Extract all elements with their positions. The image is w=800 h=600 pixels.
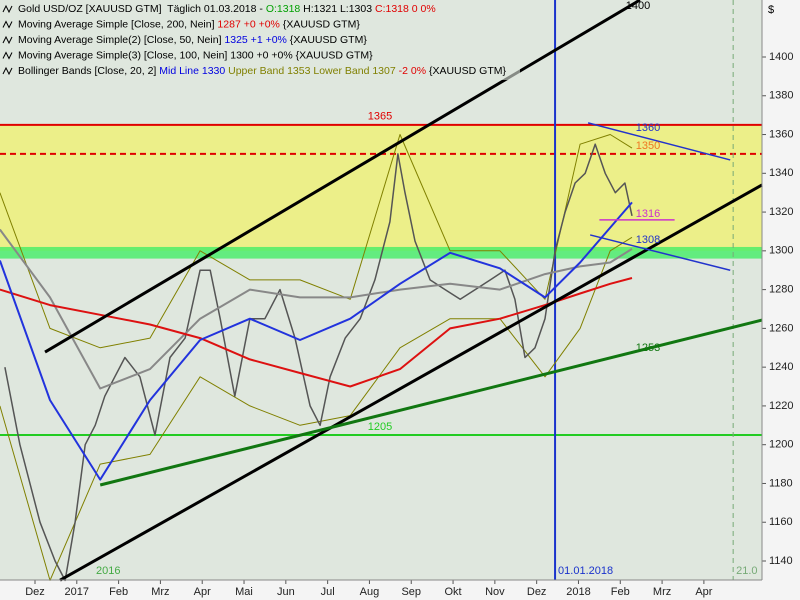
series-line <box>0 201 633 481</box>
legend-line: Gold USD/OZ [XAUUSD GTM] Täglich 01.03.2… <box>18 3 436 15</box>
legend-icon <box>2 35 13 45</box>
x-tick-label: Mai <box>235 586 253 598</box>
trendline-label: 1316 <box>636 208 660 220</box>
y-tick-label: 1140 <box>769 555 793 567</box>
legend-text: {XAUUSD GTM} <box>426 65 506 77</box>
trendline <box>587 122 731 161</box>
level-label: 1365 <box>368 111 392 123</box>
y-axis-label: $ <box>768 4 774 16</box>
zone <box>0 124 762 251</box>
legend-text: O:1318 <box>266 3 301 15</box>
x-tick-label: 2018 <box>566 586 590 598</box>
date-marker-label: 21.0 <box>736 565 757 577</box>
legend-text: C:1318 0 0% <box>375 3 436 15</box>
legend-text: Moving Average Simple [Close, 200, Nein] <box>18 18 217 30</box>
legend-line: Moving Average Simple(2) [Close, 50, Nei… <box>18 34 367 46</box>
trendline <box>59 183 763 582</box>
y-tick-label: 1300 <box>769 245 793 257</box>
legend: Gold USD/OZ [XAUUSD GTM] Täglich 01.03.2… <box>0 0 520 80</box>
series-line <box>0 228 633 390</box>
trendline <box>99 318 763 487</box>
y-tick-label: 1240 <box>769 361 793 373</box>
x-tick-label: Okt <box>444 586 461 598</box>
legend-text: Gold USD/OZ [XAUUSD GTM] Täglich 01.03.2… <box>18 3 266 15</box>
x-tick-label: Dez <box>527 586 547 598</box>
y-tick-label: 1260 <box>769 322 793 334</box>
legend-background <box>0 0 520 80</box>
zones <box>0 124 762 259</box>
y-tick-label: 1220 <box>769 400 793 412</box>
x-tick-label: Nov <box>485 586 505 598</box>
labels: 1140 1160 1180 1200 1220 1240 1260 1280 1300 1320… <box>25 0 793 598</box>
y-tick-label: 1180 <box>769 477 793 489</box>
y-tick-label: 1400 <box>769 51 793 63</box>
y-tick-label: 1280 <box>769 284 793 296</box>
legend-line: Moving Average Simple [Close, 200, Nein]… <box>18 18 360 30</box>
lines <box>0 0 763 582</box>
x-tick-label: Mrz <box>653 586 671 598</box>
level-label: 1205 <box>368 421 392 433</box>
x-tick-label: Mrz <box>151 586 169 598</box>
legend-icon <box>2 51 13 60</box>
x-tick-label: Apr <box>194 586 211 598</box>
legend-line: Moving Average Simple(3) [Close, 100, Ne… <box>18 49 373 61</box>
trendline-label: 1400 <box>626 0 650 12</box>
x-tick-label: Sep <box>401 586 421 598</box>
legend-line: Bollinger Bands [Close, 20, 2] Mid Line … <box>18 65 506 77</box>
y-tick-label: 1360 <box>769 128 793 140</box>
y-axis-area <box>762 0 800 600</box>
legend-text: Moving Average Simple(3) [Close, 100, Ne… <box>18 49 373 61</box>
legend-text: -2 0% <box>396 65 426 77</box>
y-tick-label: 1340 <box>769 167 793 179</box>
legend-text: {XAUUSD GTM} <box>287 34 367 46</box>
legend-text: Mid Line 1330 <box>159 65 225 77</box>
legend-text: Moving Average Simple(2) [Close, 50, Nei… <box>18 34 224 46</box>
series-line <box>0 134 633 349</box>
series-line <box>0 277 633 388</box>
x-tick-label: Feb <box>611 586 630 598</box>
trendline-label: 1308 <box>636 234 660 246</box>
x-tick-label: Dez <box>25 586 45 598</box>
year-note: 2016 <box>96 565 120 577</box>
trendline-label: 1253 <box>636 342 660 354</box>
date-marker-label: 01.01.2018 <box>558 565 613 577</box>
legend-text: H:1321 L:1303 <box>300 3 375 15</box>
x-tick-label: Jun <box>277 586 295 598</box>
x-tick-label: 2017 <box>65 586 89 598</box>
y-tick-label: 1160 <box>769 516 793 528</box>
y-tick-label: 1200 <box>769 439 793 451</box>
trendline <box>589 234 731 271</box>
legend-icon <box>2 4 13 14</box>
y-tick-label: 1380 <box>769 90 793 102</box>
y-tick-label: 1320 <box>769 206 793 218</box>
legend-text: {XAUUSD GTM} <box>280 18 360 30</box>
series-line <box>4 143 633 582</box>
x-tick-label: Jul <box>321 586 335 598</box>
trendline <box>44 0 641 354</box>
x-tick-label: Aug <box>360 586 380 598</box>
legend-text: 1287 +0 +0% <box>217 18 279 30</box>
x-tick-label: Feb <box>109 586 128 598</box>
zone <box>0 246 762 259</box>
x-axis-area <box>0 580 762 600</box>
legend-text: Bollinger Bands [Close, 20, 2] <box>18 65 159 77</box>
legend-icon <box>2 66 13 76</box>
legend-text: Upper Band 1353 Lower Band 1307 <box>225 65 396 77</box>
x-tick-label: Apr <box>695 586 712 598</box>
trendline-label: 1360 <box>636 122 660 134</box>
level-label: 1350 <box>636 140 660 152</box>
legend-icon <box>2 20 13 29</box>
legend-text: 1325 +1 +0% <box>224 34 286 46</box>
plot-background <box>0 0 762 580</box>
